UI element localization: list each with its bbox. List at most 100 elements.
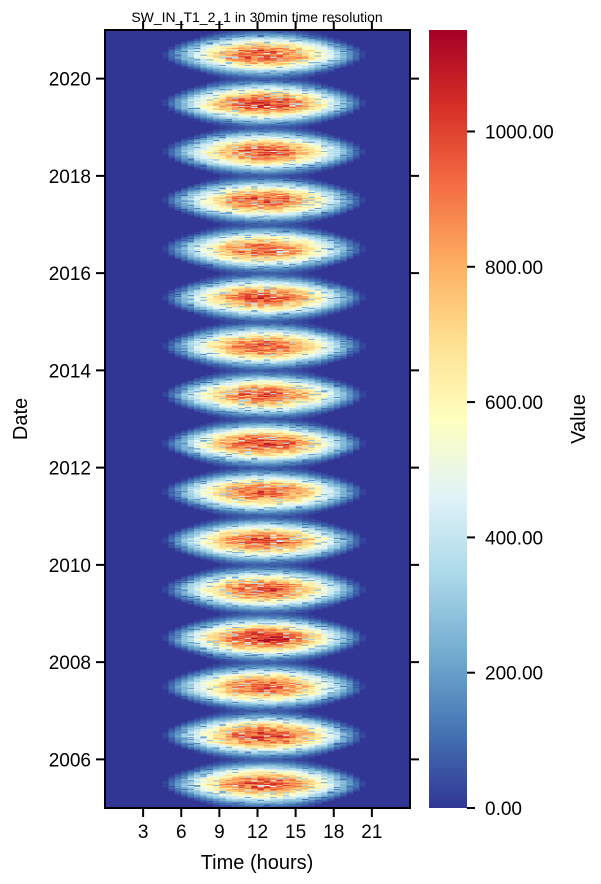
heatmap-cell: [276, 789, 284, 791]
heatmap-cell: [244, 806, 252, 808]
heatmap-cell: [232, 780, 239, 783]
heatmap-cell: [321, 779, 328, 781]
heatmap-cell: [193, 781, 201, 784]
heatmap-cell: [333, 779, 341, 781]
heatmap-cell: [270, 794, 277, 797]
heatmap-cell: [219, 805, 227, 807]
heatmap-cell: [289, 784, 297, 786]
heatmap-cell: [352, 782, 360, 785]
heatmap-cell: [340, 794, 347, 797]
heatmap-cell: [301, 791, 309, 793]
heatmap-cell: [244, 787, 252, 789]
heatmap-cell: [276, 798, 284, 800]
heatmap-cell: [321, 791, 328, 793]
heatmap-cell: [168, 785, 176, 787]
heatmap-cell: [289, 778, 297, 780]
heatmap-cell: [257, 783, 265, 786]
heatmap-cell: [206, 791, 214, 793]
heatmap-cell: [232, 790, 239, 792]
heatmap-cell: [219, 798, 227, 800]
heatmap-cell: [276, 803, 284, 805]
heatmap-cell: [187, 795, 195, 798]
heatmap-cell: [359, 731, 366, 733]
heatmap-cell: [295, 804, 303, 806]
heatmap-cell: [289, 806, 297, 808]
heatmap-cell: [327, 785, 335, 787]
heatmap-cell: [219, 804, 227, 806]
heatmap-cell: [276, 800, 284, 802]
heatmap-cell: [200, 797, 208, 800]
heatmap-cell: [263, 782, 271, 785]
heatmap-cell: [289, 805, 297, 807]
heatmap-cell: [232, 799, 239, 801]
heatmap-cell: [270, 786, 277, 788]
heatmap-cell: [340, 781, 347, 784]
heatmap-cell: [295, 795, 303, 798]
heatmap-cell: [270, 796, 277, 799]
heatmap-cell: [263, 799, 271, 801]
heatmap-cell: [213, 805, 220, 807]
heatmap-cell: [289, 786, 297, 788]
heatmap-cell: [359, 782, 366, 785]
heatmap-cell: [213, 780, 220, 783]
heatmap-cell: [308, 779, 316, 782]
heatmap-cell: [187, 768, 195, 771]
heatmap-cell: [219, 792, 227, 794]
heatmap-cell: [251, 800, 258, 802]
heatmap-cell: [270, 803, 277, 805]
heatmap-cell: [174, 785, 182, 787]
heatmap-cell: [200, 781, 208, 784]
heatmap-cell: [219, 791, 227, 793]
heatmap-cell: [257, 801, 265, 803]
heatmap-cell: [200, 783, 208, 786]
heatmap-cell: [238, 793, 246, 795]
heatmap-cell: [162, 782, 169, 785]
heatmap-cell: [225, 779, 233, 781]
heatmap-cell: [232, 783, 239, 786]
heatmap-cell: [257, 779, 265, 781]
heatmap-cell: [333, 778, 341, 780]
heatmap-cell: [244, 801, 252, 803]
heatmap-cell: [276, 777, 284, 779]
heatmap-cell: [359, 634, 366, 636]
heatmap-cell: [174, 779, 182, 781]
heatmap-cell: [346, 781, 354, 784]
heatmap-cell: [219, 785, 227, 787]
heatmap-cell: [174, 784, 182, 786]
heatmap-cell: [270, 780, 277, 783]
heatmap-cell: [276, 780, 284, 783]
heatmap-cell: [314, 714, 322, 716]
heatmap-cell: [327, 780, 335, 783]
heatmap-cell: [219, 800, 227, 802]
heatmap-cell: [213, 793, 220, 796]
heatmap-cell: [251, 801, 258, 803]
heatmap-cell: [213, 781, 220, 784]
heatmap-cell: [270, 792, 277, 794]
heatmap-cell: [200, 800, 208, 802]
heatmap-cell: [282, 804, 290, 806]
heatmap-cell: [282, 803, 290, 805]
heatmap-cell: [270, 778, 277, 780]
heatmap-cell: [270, 787, 277, 789]
heatmap-cell: [321, 780, 328, 783]
heatmap-cell: [206, 799, 214, 801]
heatmap-cell: [263, 777, 271, 779]
heatmap-cell: [168, 630, 176, 632]
heatmap-cell: [238, 787, 246, 789]
heatmap-cell: [333, 789, 341, 791]
heatmap-cell: [263, 802, 271, 804]
heatmap-cell: [187, 671, 195, 673]
heatmap-cell: [206, 786, 214, 788]
heatmap-cell: [321, 764, 328, 767]
heatmap-cell: [206, 779, 214, 781]
heatmap-cell: [162, 682, 169, 685]
heatmap-cell: [168, 784, 176, 786]
heatmap-cell: [181, 784, 188, 786]
heatmap-cell: [219, 787, 227, 789]
heatmap-cell: [340, 770, 347, 772]
heatmap-cell: [346, 783, 354, 786]
heatmap-cell: [346, 782, 354, 785]
heatmap-cell: [282, 797, 290, 800]
heatmap-cell: [225, 785, 233, 787]
